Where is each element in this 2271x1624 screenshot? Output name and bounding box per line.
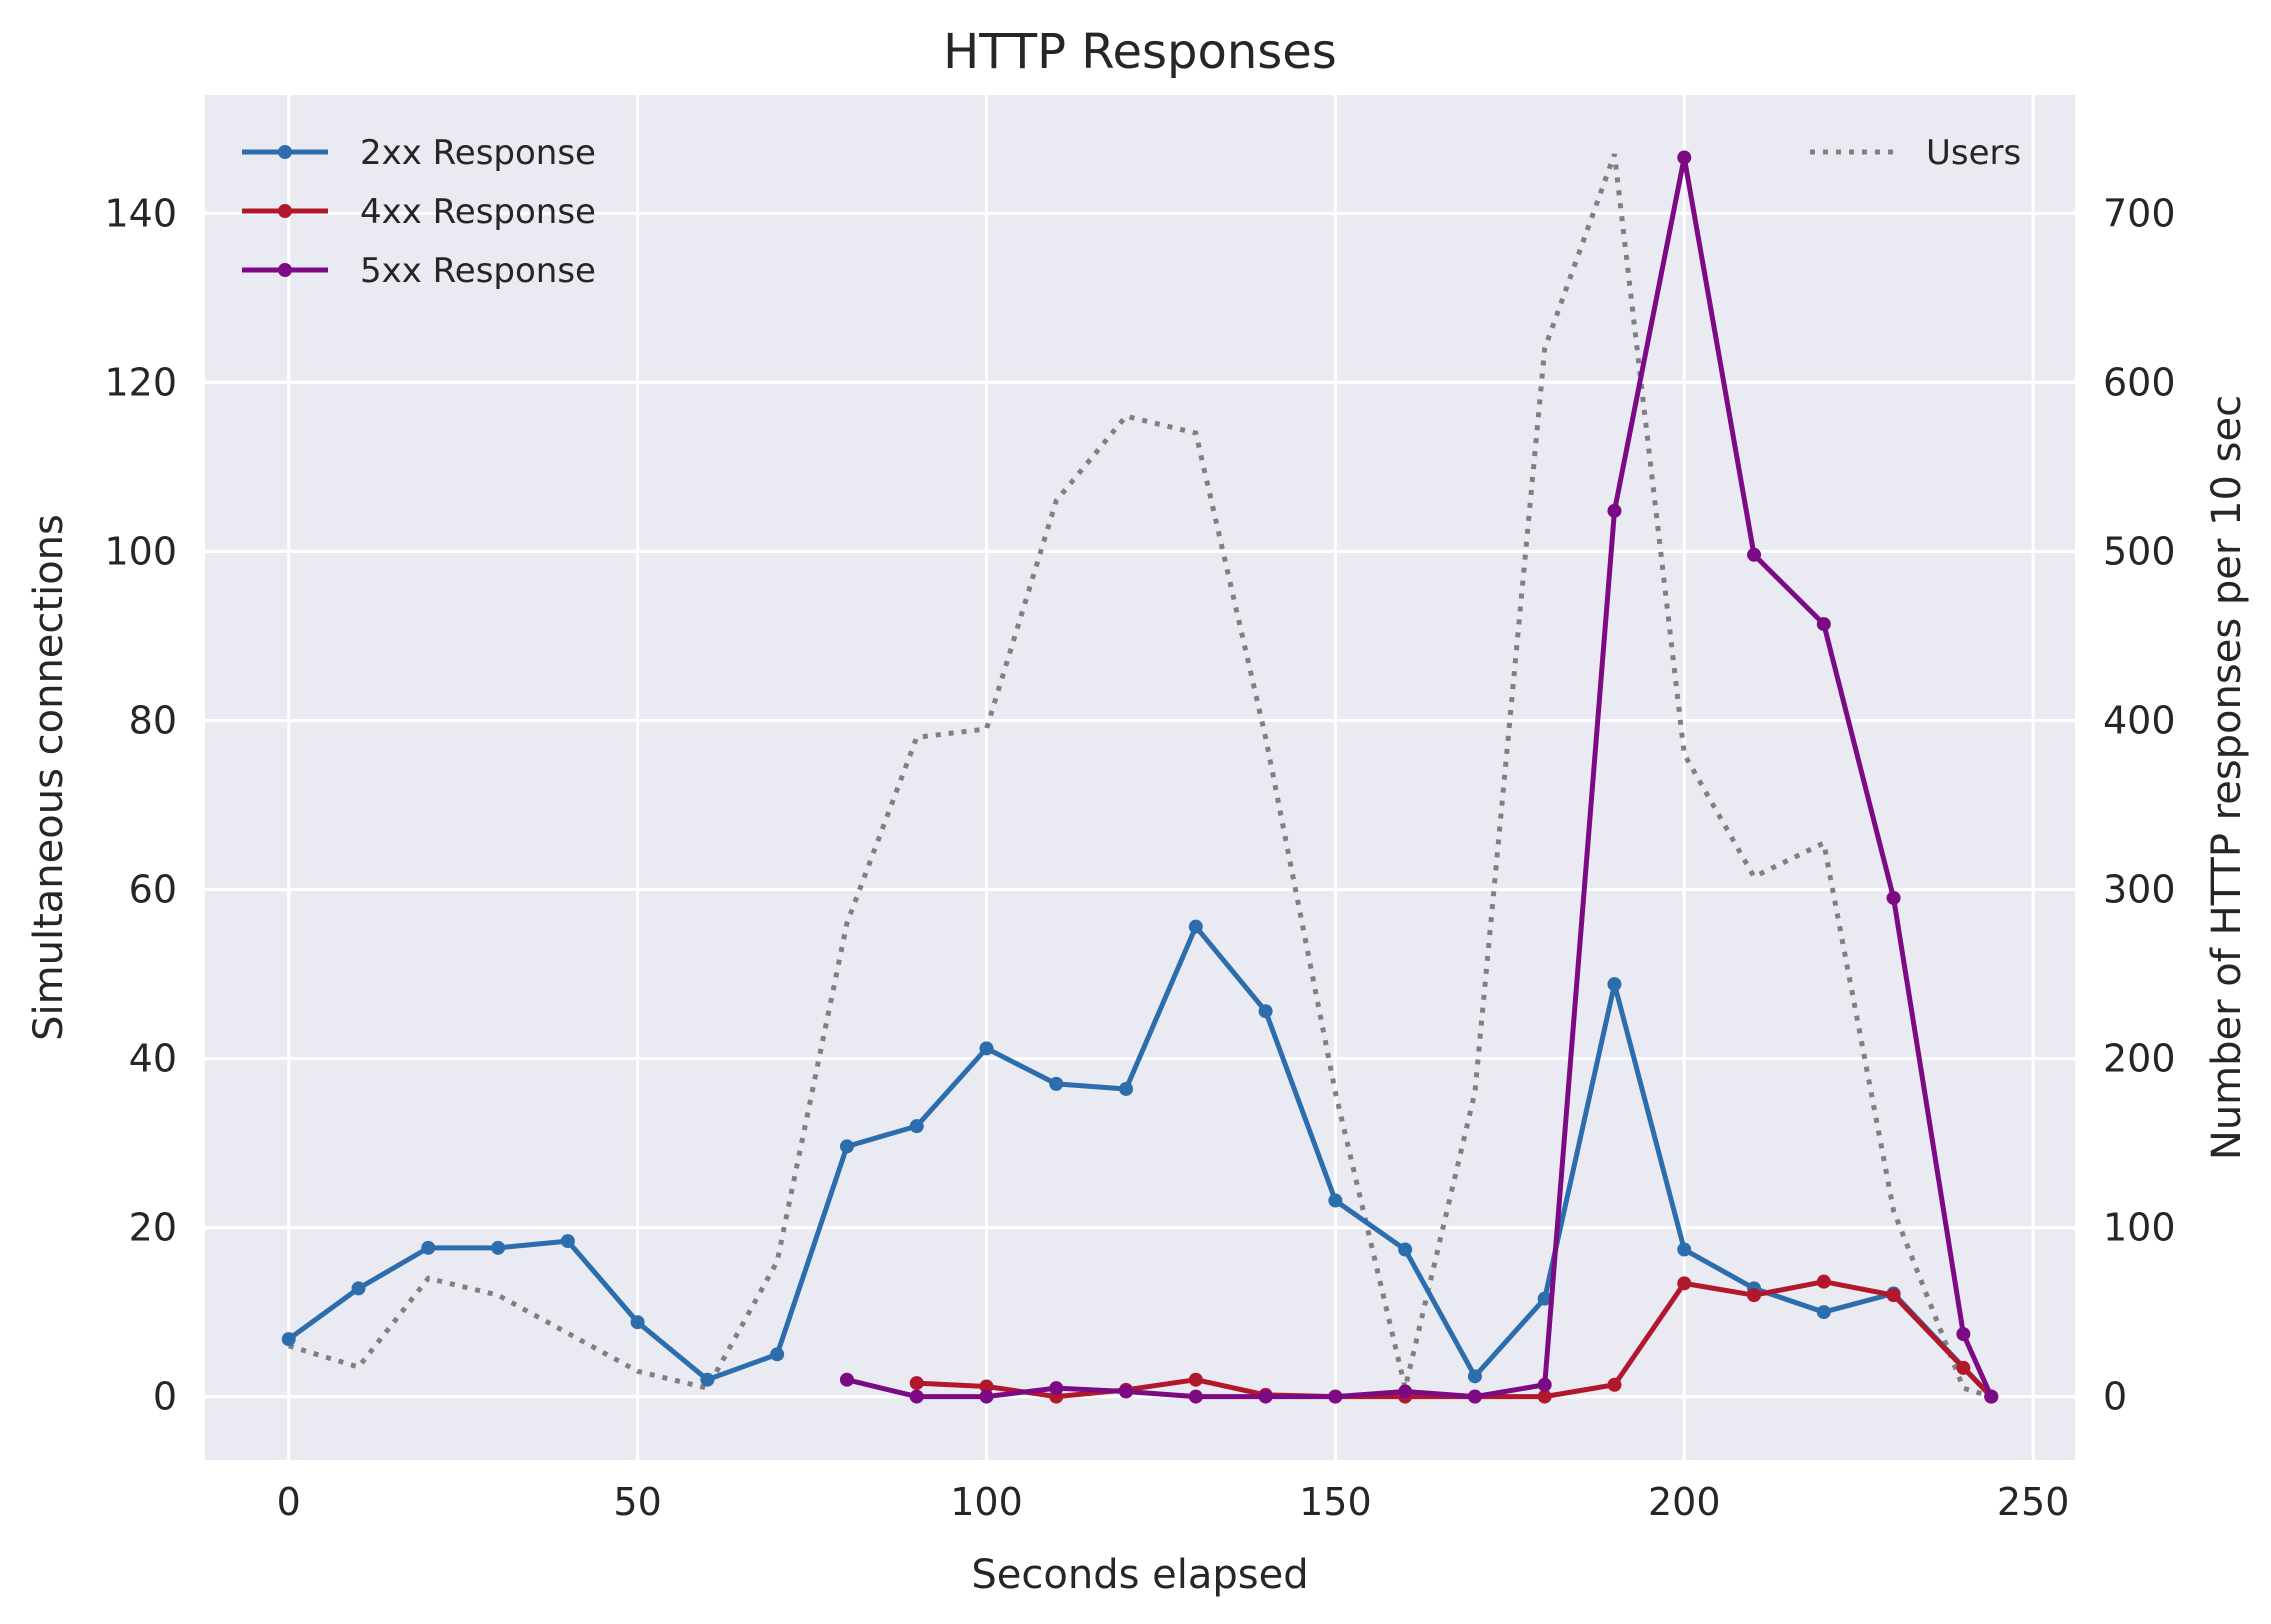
plot-area [281, 150, 1999, 1404]
point-2xx [630, 1315, 645, 1330]
point-2xx [1119, 1081, 1134, 1096]
point-5xx [1258, 1389, 1273, 1404]
legend-right: Users [1810, 133, 2021, 173]
y-axis-left-label: Simultaneous connections [26, 514, 72, 1041]
y-right-tick-label: 200 [2103, 1037, 2176, 1081]
point-4xx [1886, 1288, 1901, 1303]
y-axis-right-label: Number of HTTP responses per 10 sec [2204, 395, 2250, 1160]
x-tick-label: 200 [1648, 1480, 1721, 1524]
point-4xx [1747, 1288, 1762, 1303]
point-4xx [1816, 1274, 1831, 1289]
point-2xx [1677, 1242, 1692, 1257]
point-2xx [979, 1041, 994, 1056]
point-2xx [700, 1372, 715, 1387]
chart-title: HTTP Responses [943, 24, 1337, 80]
legend-label-users: Users [1926, 133, 2021, 173]
point-4xx [1956, 1360, 1971, 1375]
legend-label-2xx: 2xx Response [360, 133, 596, 173]
point-2xx [909, 1119, 924, 1134]
point-5xx [909, 1389, 924, 1404]
point-5xx [1049, 1381, 1064, 1396]
point-5xx [1747, 547, 1762, 562]
point-5xx [1537, 1377, 1552, 1392]
y-left-tick-label: 100 [104, 529, 177, 573]
point-2xx [1049, 1076, 1064, 1091]
legend-marker-4xx [278, 204, 292, 218]
point-4xx [1188, 1372, 1203, 1387]
point-5xx [979, 1389, 994, 1404]
y-right-tick-label: 100 [2103, 1206, 2176, 1250]
point-5xx [1984, 1389, 1999, 1404]
point-2xx [1258, 1004, 1273, 1019]
point-2xx [1467, 1369, 1482, 1384]
point-5xx [1119, 1384, 1134, 1399]
legend-label-4xx: 4xx Response [360, 192, 596, 232]
y-right-tick-label: 600 [2103, 360, 2176, 404]
point-2xx [560, 1234, 575, 1249]
point-4xx [909, 1376, 924, 1391]
point-2xx [1188, 919, 1203, 934]
point-2xx [1398, 1242, 1413, 1257]
x-tick-label: 150 [1299, 1480, 1372, 1524]
y-right-tick-label: 400 [2103, 698, 2176, 742]
point-2xx [491, 1240, 506, 1255]
y-left-tick-label: 80 [129, 698, 177, 742]
x-tick-label: 0 [277, 1480, 301, 1524]
point-4xx [1677, 1276, 1692, 1291]
y-right-tick-label: 500 [2103, 529, 2176, 573]
point-5xx [1188, 1389, 1203, 1404]
y-right-tick-label: 300 [2103, 867, 2176, 911]
point-2xx [839, 1139, 854, 1154]
legend-label-5xx: 5xx Response [360, 251, 596, 291]
point-5xx [1816, 617, 1831, 632]
legend-left: 2xx Response 4xx Response 5xx Response [242, 133, 596, 291]
point-4xx [1607, 1377, 1622, 1392]
point-2xx [770, 1347, 785, 1362]
point-5xx [1467, 1389, 1482, 1404]
y-left-tick-label: 40 [129, 1037, 177, 1081]
x-axis-label: Seconds elapsed [971, 1552, 1308, 1598]
legend-marker-2xx [278, 145, 292, 159]
point-5xx [1328, 1389, 1343, 1404]
y-right-tick-label: 700 [2103, 191, 2176, 235]
point-4xx [1537, 1389, 1552, 1404]
y-left-tick-label: 140 [104, 191, 177, 235]
point-2xx [281, 1332, 296, 1347]
y-left-tick-label: 20 [129, 1206, 177, 1250]
point-2xx [1607, 977, 1622, 992]
y-left-tick-label: 0 [153, 1375, 177, 1419]
point-5xx [1677, 150, 1692, 165]
x-tick-label: 250 [1997, 1480, 2070, 1524]
x-tick-label: 100 [950, 1480, 1023, 1524]
point-2xx [1537, 1291, 1552, 1306]
point-5xx [1886, 890, 1901, 905]
y-left-tick-label: 120 [104, 360, 177, 404]
ticks: 0 50 100 150 200 250 0 20 40 60 80 100 120 140 0 100 200… [104, 191, 2175, 1524]
point-5xx [1956, 1327, 1971, 1342]
point-5xx [1398, 1384, 1413, 1399]
point-2xx [1816, 1305, 1831, 1320]
plot-background [205, 95, 2075, 1460]
point-5xx [1607, 503, 1622, 518]
y-left-tick-label: 60 [129, 867, 177, 911]
y-right-tick-label: 0 [2103, 1375, 2127, 1419]
x-tick-label: 50 [613, 1480, 661, 1524]
point-5xx [839, 1372, 854, 1387]
point-2xx [351, 1281, 366, 1296]
point-2xx [1328, 1193, 1343, 1208]
point-4xx [979, 1379, 994, 1394]
series-line-5xx [846, 155, 1994, 1400]
legend-marker-5xx [278, 263, 292, 277]
grid [205, 95, 2075, 1460]
point-2xx [421, 1240, 436, 1255]
